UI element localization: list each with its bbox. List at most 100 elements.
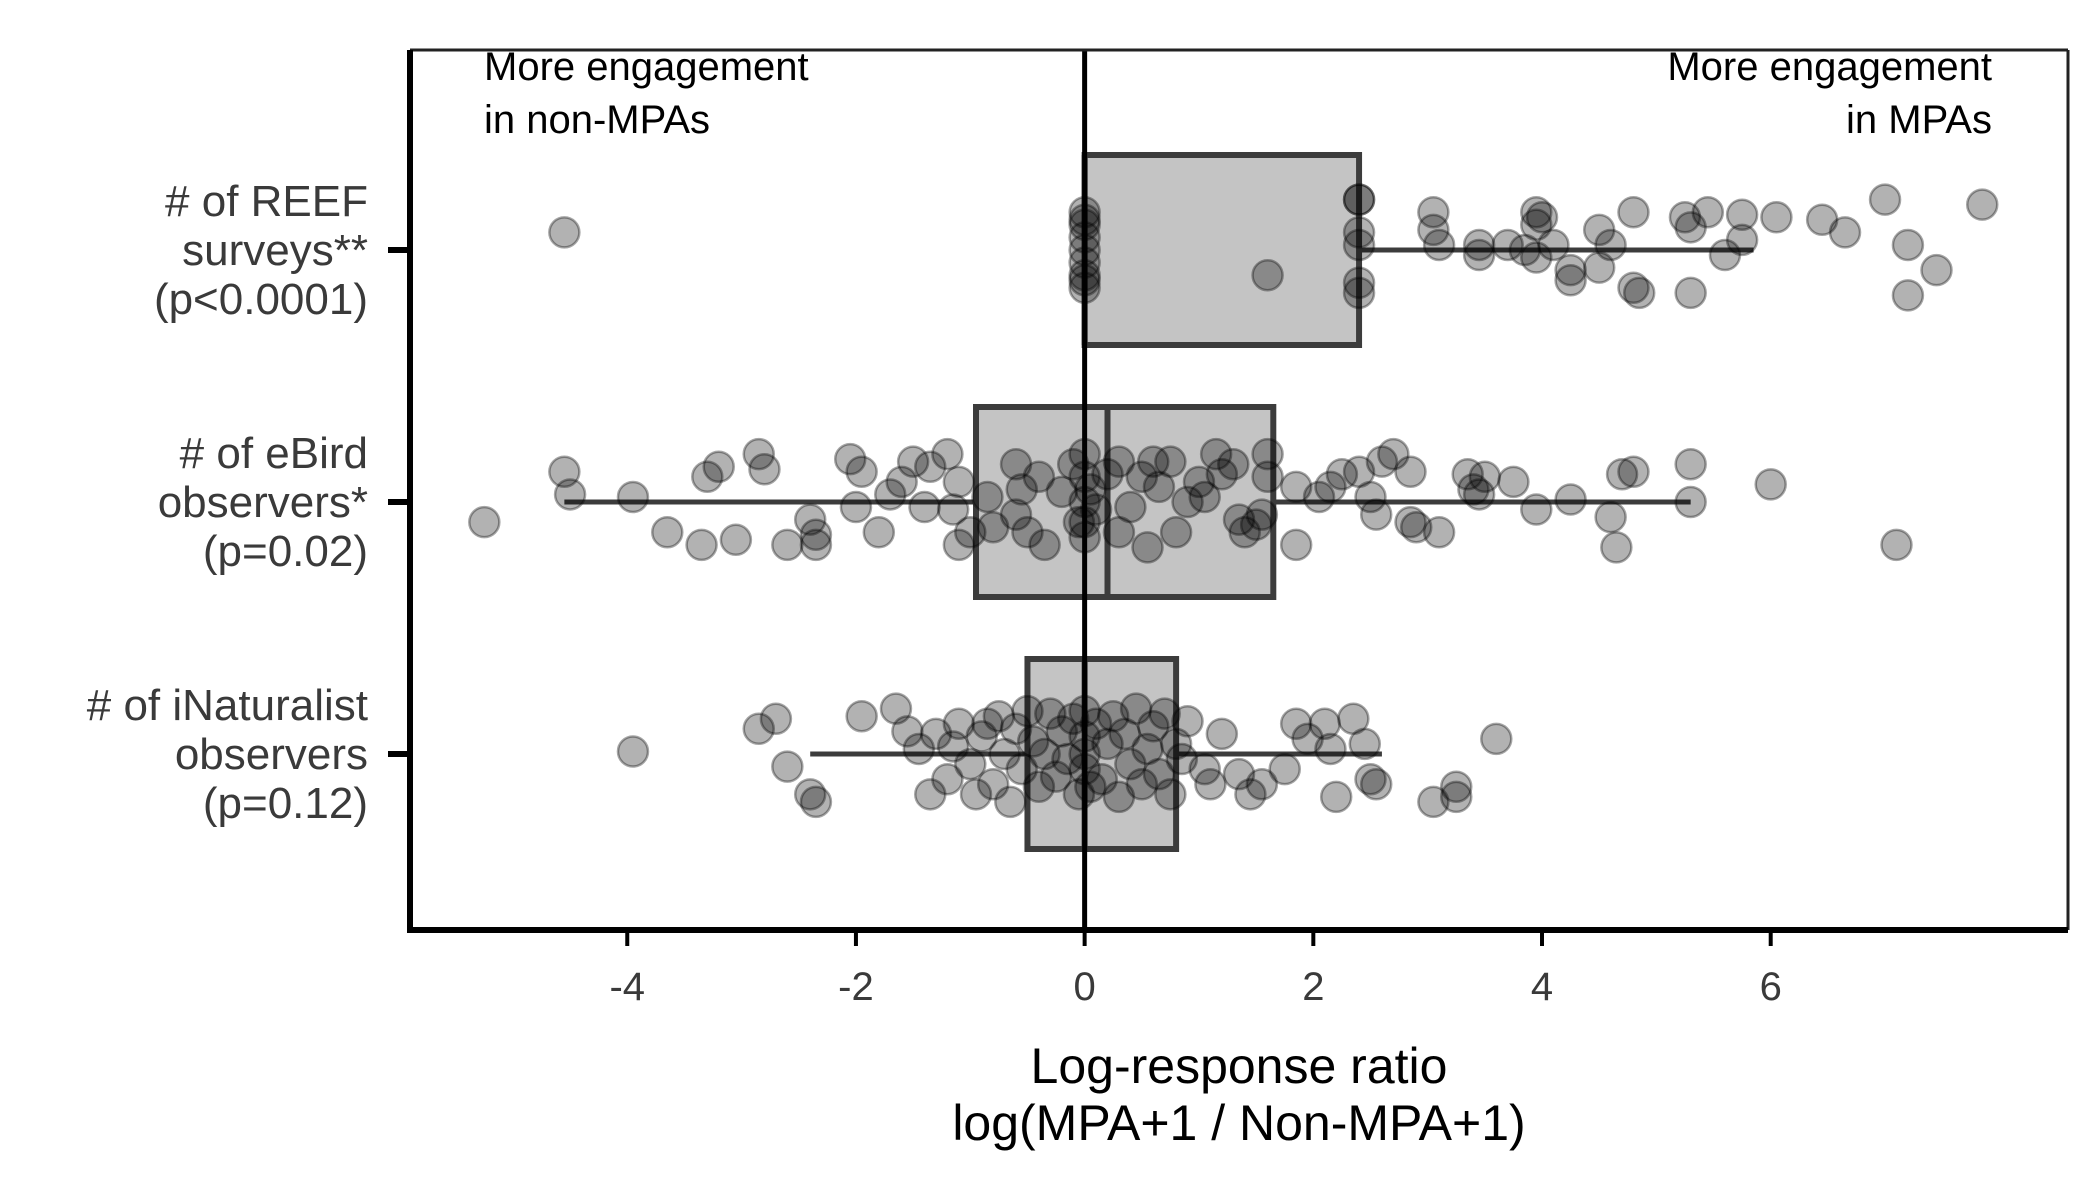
data-point bbox=[1462, 478, 1496, 511]
data-point bbox=[1359, 498, 1393, 531]
data-point bbox=[1068, 221, 1101, 254]
annotation-left-line: in non-MPAs bbox=[484, 98, 710, 142]
data-point bbox=[1068, 246, 1101, 279]
data-point bbox=[748, 452, 781, 486]
data-point bbox=[1582, 251, 1616, 284]
data-point bbox=[1891, 279, 1925, 312]
data-point bbox=[1068, 263, 1101, 297]
data-point bbox=[1342, 266, 1376, 300]
data-point bbox=[1239, 508, 1273, 541]
data-point bbox=[942, 528, 976, 562]
data-point bbox=[1028, 737, 1061, 771]
data-point bbox=[1114, 490, 1147, 524]
category-label-line: # of REEF bbox=[165, 177, 368, 226]
data-point bbox=[919, 717, 953, 751]
data-point bbox=[891, 715, 924, 748]
data-point bbox=[1497, 465, 1530, 499]
data-point bbox=[1451, 458, 1484, 491]
data-point bbox=[1457, 473, 1490, 506]
data-point bbox=[1131, 732, 1164, 766]
axes-layer bbox=[388, 48, 2070, 946]
box bbox=[1081, 152, 1363, 348]
category-label-line: observers bbox=[175, 730, 368, 779]
data-point bbox=[1708, 238, 1742, 272]
data-point bbox=[1074, 770, 1107, 804]
data-point bbox=[1582, 213, 1616, 247]
data-point bbox=[908, 490, 941, 524]
data-point bbox=[1394, 455, 1427, 489]
data-point bbox=[1674, 276, 1707, 310]
data-point bbox=[936, 493, 970, 526]
data-point bbox=[976, 510, 1010, 544]
data-point bbox=[1085, 762, 1119, 796]
data-point bbox=[1359, 767, 1393, 801]
data-point bbox=[1171, 485, 1204, 519]
data-point bbox=[1508, 233, 1542, 267]
data-point bbox=[1022, 770, 1056, 804]
data-point bbox=[1674, 211, 1707, 244]
data-point bbox=[942, 707, 976, 741]
data-point bbox=[1205, 717, 1239, 751]
data-point bbox=[1342, 276, 1376, 310]
data-point bbox=[1520, 195, 1553, 229]
data-point bbox=[771, 750, 804, 783]
data-point bbox=[1028, 528, 1061, 562]
data-point bbox=[1525, 200, 1559, 234]
category-label-line: surveys** bbox=[182, 226, 368, 275]
data-point bbox=[1102, 780, 1136, 814]
data-point bbox=[1068, 208, 1101, 242]
data-point bbox=[1142, 757, 1176, 791]
data-point bbox=[1399, 510, 1433, 544]
data-point bbox=[931, 762, 964, 796]
data-point bbox=[1520, 493, 1553, 526]
data-point bbox=[1594, 500, 1627, 534]
data-point bbox=[799, 518, 833, 552]
data-point bbox=[651, 515, 684, 549]
data-point bbox=[1154, 778, 1187, 811]
data-point bbox=[1011, 515, 1044, 549]
data-point bbox=[1159, 727, 1193, 761]
data-point bbox=[1188, 752, 1221, 786]
points-layer bbox=[468, 183, 1999, 819]
data-point bbox=[1091, 727, 1124, 761]
data-point bbox=[793, 778, 827, 811]
data-point bbox=[1068, 258, 1101, 292]
data-point bbox=[799, 785, 833, 819]
box bbox=[973, 404, 1277, 600]
annotation-right-line: in MPAs bbox=[1846, 98, 1992, 142]
data-point bbox=[1760, 200, 1793, 234]
x-tick-label: 4 bbox=[1531, 965, 1553, 1009]
data-point bbox=[971, 480, 1004, 514]
data-point bbox=[1051, 742, 1084, 776]
data-point bbox=[885, 465, 918, 499]
data-point bbox=[1068, 485, 1101, 519]
data-point bbox=[1142, 470, 1176, 504]
data-point bbox=[1222, 757, 1256, 791]
data-point bbox=[1182, 465, 1216, 499]
data-point bbox=[1417, 195, 1450, 229]
data-point bbox=[742, 437, 776, 471]
data-point bbox=[873, 478, 907, 511]
boxplot-layer bbox=[564, 152, 1754, 852]
x-tick-label: 6 bbox=[1760, 965, 1782, 1009]
data-point bbox=[1268, 752, 1301, 786]
data-point bbox=[1377, 437, 1410, 471]
data-point bbox=[1440, 770, 1473, 804]
data-point bbox=[1096, 699, 1130, 733]
data-point bbox=[1102, 445, 1136, 478]
data-point bbox=[1222, 503, 1256, 536]
data-point bbox=[1056, 447, 1090, 481]
data-point bbox=[1228, 515, 1261, 549]
data-point bbox=[1354, 480, 1387, 514]
data-point bbox=[1828, 216, 1862, 249]
data-point bbox=[1342, 183, 1376, 216]
data-point bbox=[1805, 203, 1839, 237]
data-point bbox=[1468, 460, 1502, 494]
data-point bbox=[862, 515, 896, 549]
data-point bbox=[1039, 760, 1073, 793]
data-point bbox=[1291, 722, 1324, 756]
x-tick-label: -2 bbox=[838, 965, 874, 1009]
data-point bbox=[1491, 228, 1524, 262]
data-point bbox=[1068, 233, 1101, 267]
data-point bbox=[1068, 195, 1101, 229]
